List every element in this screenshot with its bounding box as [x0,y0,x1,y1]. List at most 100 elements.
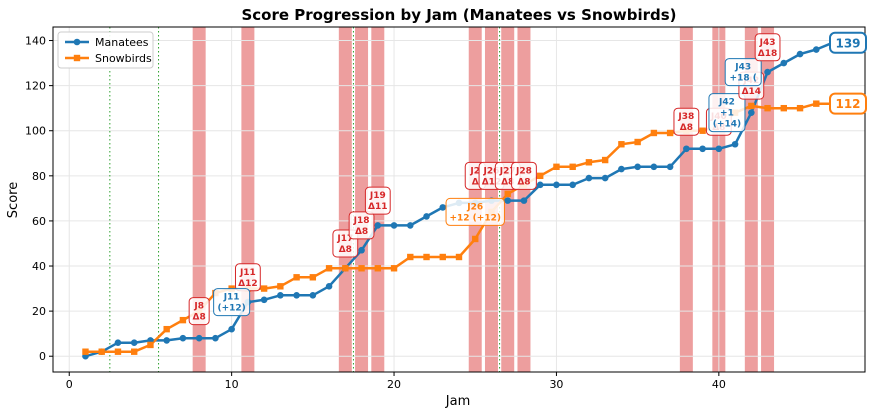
annotation-text: Δ18 [758,49,778,59]
point-manatees [390,222,398,229]
point-manatees [195,334,203,342]
point-snowbirds [277,283,284,290]
legend-marker-manatees [73,38,81,46]
y-tick-label: 120 [25,80,46,93]
annotation-box [364,186,391,215]
annotation-text: Δ8 [501,177,514,187]
annotation-text: Δ8 [339,245,352,255]
lead-jam-band [355,27,369,372]
point-manatees [114,339,122,346]
point-snowbirds [98,348,105,355]
annotation-box [348,211,375,240]
lead-jam-band [338,27,352,372]
annotation-label: J26+12 (+12) [445,197,505,226]
annotation-text: +12 (+12) [449,213,501,223]
annotation-text: Δ8 [355,227,368,237]
x-tick-label: 40 [712,378,726,391]
annotation-box [708,93,746,133]
annotation-text: Δ12 [482,177,502,187]
annotation-text: +1 [720,109,734,119]
y-tick-label: 40 [32,260,46,273]
point-snowbirds [82,348,89,355]
final-score-value: 139 [835,36,860,50]
point-manatees [293,292,300,299]
point-snowbirds [147,341,154,349]
y-tick-label: 140 [25,35,46,48]
annotation-text: Δ [472,177,479,187]
point-manatees [812,46,820,53]
annotation-text: J38 [677,112,694,122]
point-snowbirds [114,348,122,355]
point-snowbirds [618,141,625,148]
legend: Manatees Snowbirds [57,31,154,69]
point-snowbirds [342,265,349,272]
point-snowbirds [585,159,593,166]
annotation-text: (+12) [217,304,245,314]
point-manatees [520,197,528,204]
annotation-text: J2 [469,166,480,176]
point-manatees [683,145,690,153]
final-score-labels: 139 112 [829,31,867,115]
annotation-text: J27 [499,166,516,176]
annotation-box [754,33,781,62]
point-manatees [504,197,512,204]
point-snowbirds [699,127,706,134]
point-snowbirds [796,104,804,112]
point-manatees [325,283,333,290]
annotation-text: Δ14 [742,87,762,97]
axes-frame [52,26,866,373]
lead-jam-band [679,27,693,372]
point-snowbirds [780,104,787,112]
point-snowbirds [179,316,187,324]
x-axis-label: Jam [445,394,470,409]
point-manatees [569,181,576,189]
point-snowbirds [131,348,138,355]
point-manatees [309,292,317,299]
point-manatees [699,145,706,153]
y-axis-label: Score [6,182,21,218]
final-score-box [829,31,867,54]
point-manatees [553,181,560,189]
point-snowbirds [309,274,317,281]
point-manatees [601,174,609,182]
annotation-text: J8 [193,302,204,312]
point-snowbirds [163,325,170,333]
axes: 0 10 20 30 40 0 20 40 60 80 100 120 140 [25,26,866,391]
chart-title: Score Progression by Jam (Manatees vs Sn… [241,6,676,24]
legend-label-snowbirds: Snowbirds [95,52,152,65]
annotation-text: J19 [369,191,386,201]
annotation-text: Δ8 [193,313,206,323]
annotation-box [188,297,210,326]
annotation-text: J43 [734,63,751,73]
point-snowbirds [325,265,333,272]
point-snowbirds [553,163,560,171]
annotation-label: J42+1(+14) [708,93,746,133]
point-snowbirds [569,163,576,171]
annotation-text: Δ11 [368,202,388,212]
point-manatees [666,163,674,171]
annotation-label: J43+18 ( [724,58,762,87]
annotation-text: (+14) [713,120,741,130]
y-tick-label: 0 [39,350,46,363]
x-tick-label: 0 [66,378,73,391]
point-snowbirds [439,253,446,261]
point-manatees [536,181,544,189]
lead-jam-band [761,27,775,372]
y-tick-label: 60 [32,215,46,228]
point-snowbirds [764,104,771,112]
point-snowbirds [293,274,300,281]
point-snowbirds [537,172,544,180]
point-manatees [358,246,365,254]
annotation-text: J17 [336,234,353,244]
point-manatees [748,109,755,116]
point-snowbirds [407,253,414,261]
lead-jam-band [241,27,255,372]
point-manatees [439,204,447,211]
annotation-text: J26 [483,166,500,176]
annotation-text: Δ8 [680,123,693,133]
